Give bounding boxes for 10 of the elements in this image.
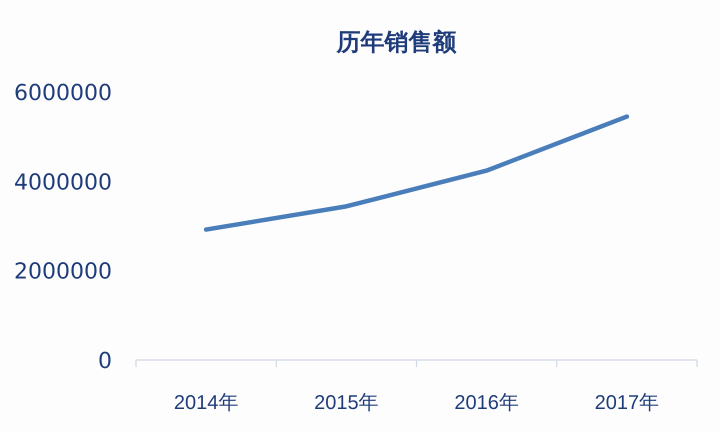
- x-tick-label: 2017年: [594, 392, 660, 414]
- line-series: [204, 114, 630, 232]
- y-tick-label: 0: [98, 349, 112, 374]
- x-tick-label: 2016年: [454, 392, 519, 414]
- y-tick-label: 6000000: [14, 81, 112, 106]
- y-tick-label: 2000000: [14, 260, 112, 285]
- y-tick-label: 4000000: [14, 170, 112, 196]
- x-tick-label: 2015年: [314, 392, 379, 414]
- chart-title: 历年销售额: [336, 29, 458, 56]
- x-tick-label: 2014年: [174, 392, 238, 414]
